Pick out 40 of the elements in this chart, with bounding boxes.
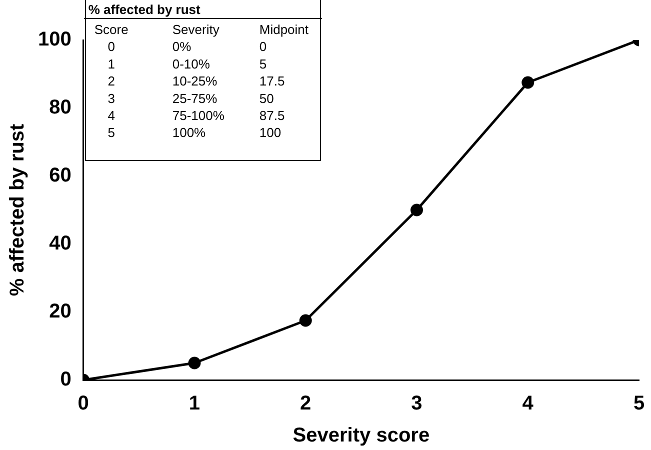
x-tick-label: 1 <box>188 392 200 415</box>
annotation: 100 <box>259 125 282 140</box>
annotation: 75-100% <box>172 108 225 123</box>
y-tick-label: 100 <box>38 28 72 51</box>
annotation: 3 <box>108 90 115 106</box>
annotation: 5 <box>108 125 115 140</box>
annotation: 100% <box>172 125 206 140</box>
annotation: 1 <box>108 56 115 72</box>
x-tick-label: 5 <box>633 392 645 415</box>
point <box>410 204 423 216</box>
text: % affected by rust <box>88 2 202 17</box>
point <box>299 314 312 327</box>
annotation: 87.5 <box>259 108 285 123</box>
point <box>188 356 201 370</box>
annotation: 0 <box>108 39 115 54</box>
y-axis-title: % affected by rust <box>6 124 29 296</box>
x-tick-label: 2 <box>300 392 312 415</box>
y-tick-label: 20 <box>49 300 72 323</box>
annotation: 5 <box>259 56 267 72</box>
text: Score <box>94 22 128 37</box>
point <box>522 76 534 89</box>
x-tick-label: 3 <box>411 392 422 415</box>
annotation: 0 <box>259 39 267 54</box>
annotation: 10-25% <box>172 74 218 89</box>
y-tick-label: 40 <box>49 232 72 255</box>
x-tick-label: 0 <box>78 392 89 415</box>
annotation: 17.5 <box>259 74 285 89</box>
text: Midpoint <box>259 22 309 37</box>
annotation: 4 <box>108 108 115 123</box>
annotation: 50 <box>259 90 274 106</box>
annotation: 0-10% <box>172 56 210 72</box>
x-axis-title: Severity score <box>292 424 430 447</box>
text: Severity <box>172 22 220 37</box>
y-tick-label: 0 <box>60 368 72 391</box>
y-tick-label: 80 <box>49 96 72 119</box>
annotation: 25-75% <box>172 90 218 106</box>
annotation: 2 <box>108 74 115 89</box>
annotation: 0% <box>172 39 192 54</box>
y-tick-label: 60 <box>49 164 72 187</box>
x-tick-label: 4 <box>522 392 534 415</box>
